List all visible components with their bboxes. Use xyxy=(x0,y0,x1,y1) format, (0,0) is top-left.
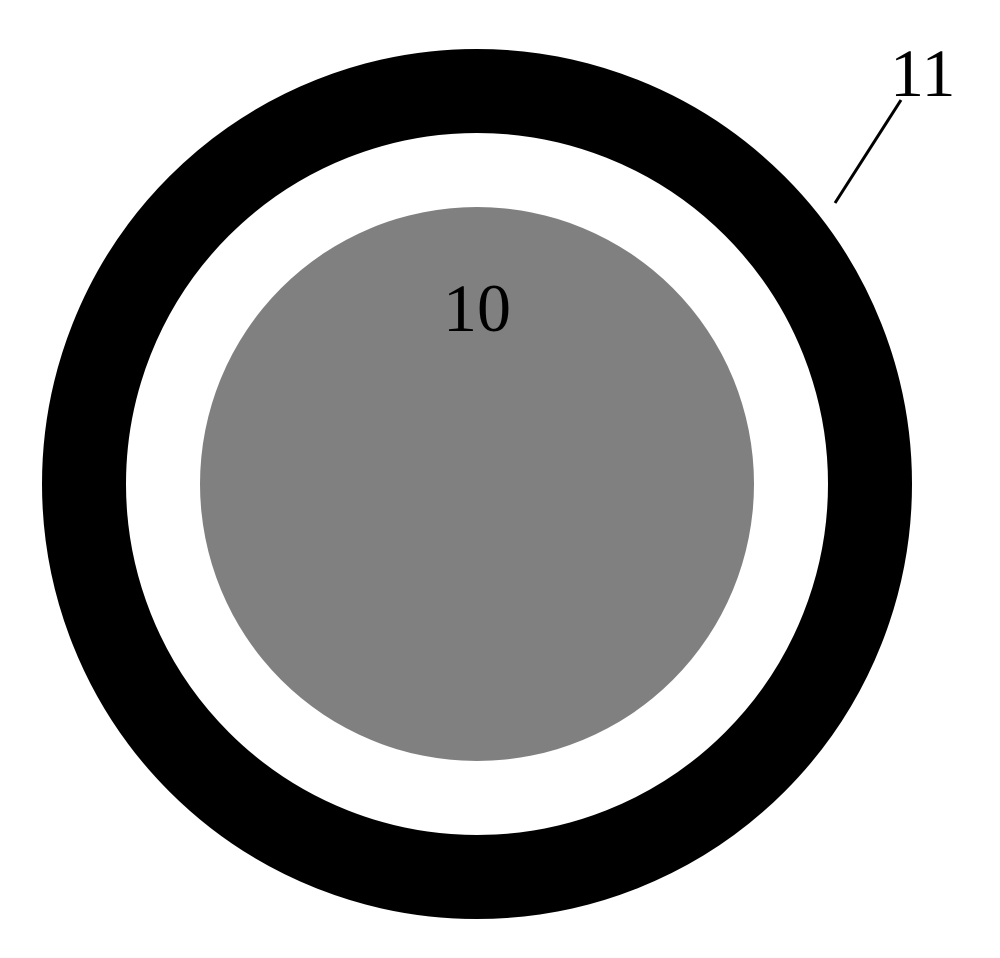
inner-circle-label: 10 xyxy=(443,270,511,346)
outer-ring-label: 11 xyxy=(890,35,955,111)
leader-line xyxy=(835,100,901,203)
diagram-svg: 10 11 xyxy=(0,0,1000,958)
